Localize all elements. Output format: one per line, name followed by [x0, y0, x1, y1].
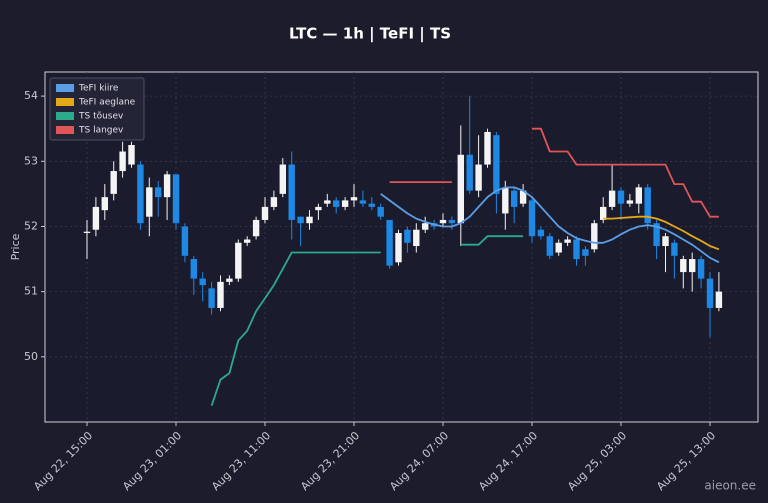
candle-body	[333, 200, 340, 207]
candle-body	[172, 174, 180, 224]
candle-body	[608, 190, 616, 207]
candle-body	[466, 154, 473, 191]
candle-body	[101, 197, 108, 211]
candle-body	[635, 187, 642, 204]
candle-body	[155, 187, 162, 198]
line	[603, 215, 720, 251]
candle-body	[475, 164, 482, 191]
candle-body	[644, 187, 651, 224]
candle-body	[163, 174, 171, 198]
candle-body	[119, 151, 126, 172]
candle-body	[377, 206, 384, 217]
candle-body	[564, 239, 571, 243]
line	[210, 235, 524, 406]
candle-body	[368, 203, 375, 207]
candle-body	[137, 164, 144, 224]
legend-label: TS tõusev	[78, 112, 124, 122]
candle-body	[315, 206, 322, 211]
candle-body	[395, 232, 402, 263]
candle-body	[350, 197, 358, 201]
candle-body	[511, 190, 518, 207]
legend-label: TS langev	[78, 126, 124, 136]
candle-body	[537, 229, 545, 237]
candle-body	[680, 259, 687, 273]
line	[389, 127, 719, 218]
candle-body	[146, 187, 153, 217]
candle-body	[208, 288, 215, 308]
candle-body	[413, 229, 420, 247]
candle-body	[306, 216, 313, 224]
candle-body	[439, 219, 447, 224]
candle-body	[359, 200, 367, 204]
y-tick-label: 52	[24, 219, 38, 232]
chart-title: LTC — 1h | TeFI | TS	[289, 25, 451, 44]
candle-body	[697, 259, 705, 279]
candle-body	[261, 206, 269, 220]
candle-body	[653, 223, 660, 247]
candle-body	[555, 242, 562, 253]
candle-body	[671, 242, 678, 256]
candle-body	[706, 278, 714, 308]
line	[380, 186, 720, 264]
candle-body	[324, 200, 331, 204]
candle-body	[715, 291, 723, 308]
legend-swatch	[56, 98, 74, 106]
legend-box	[49, 77, 145, 141]
candle-body	[422, 223, 429, 230]
candle-body	[297, 216, 304, 224]
candle-body	[502, 187, 509, 214]
y-tick-label: 51	[24, 285, 38, 298]
candle-body	[128, 144, 135, 165]
candle-body	[83, 231, 91, 233]
candle-body	[591, 223, 598, 250]
candle-body	[386, 219, 393, 266]
y-tick-label: 54	[24, 89, 38, 102]
candle-body	[181, 226, 189, 256]
candle-body	[270, 197, 278, 207]
candle-body	[252, 219, 260, 237]
candle-body	[573, 239, 580, 260]
candle-body	[341, 200, 349, 207]
candle-body	[546, 236, 553, 256]
candle-body	[662, 236, 669, 247]
y-tick-label: 50	[24, 350, 38, 363]
legend-swatch	[56, 84, 74, 92]
candle-body	[404, 229, 411, 243]
y-tick-label: 53	[24, 154, 38, 167]
candle-body	[626, 200, 634, 204]
candle-body	[582, 249, 589, 256]
candle-body	[448, 219, 456, 224]
candle-body	[528, 200, 536, 237]
legend: TeFI kiire TeFI aeglane TS tõusev TS langev	[49, 77, 145, 141]
legend-swatch	[56, 112, 74, 120]
candle-body	[617, 190, 625, 204]
candle-body	[190, 259, 197, 279]
candle-body	[110, 171, 117, 194]
candle-body	[288, 164, 295, 220]
candle-body	[600, 206, 607, 220]
candle-body	[457, 154, 464, 224]
legend-label: TeFI kiire	[78, 84, 119, 94]
candle-body	[279, 164, 286, 194]
legend-swatch	[56, 126, 74, 134]
watermark: aieon.ee	[704, 479, 756, 493]
candle-body	[689, 259, 696, 273]
y-axis-label: Price	[9, 233, 22, 260]
candle-body	[235, 242, 242, 279]
candle-body	[519, 190, 527, 204]
candle-body	[217, 281, 224, 308]
candle-body	[92, 206, 100, 230]
candle-body	[226, 278, 233, 282]
candle-body	[484, 131, 491, 165]
legend-label: TeFI aeglane	[78, 98, 136, 108]
candle-body	[244, 239, 251, 243]
candle-body	[199, 278, 206, 286]
candle-body	[493, 135, 500, 194]
